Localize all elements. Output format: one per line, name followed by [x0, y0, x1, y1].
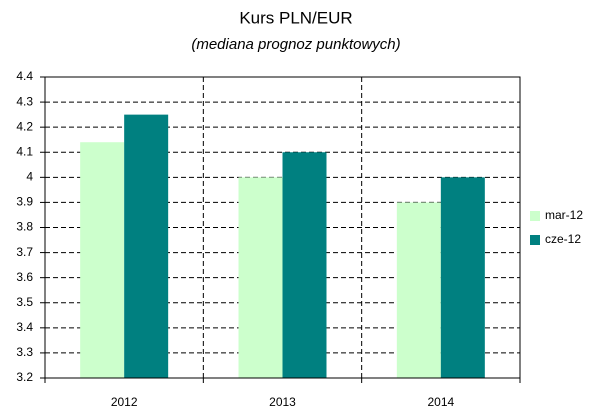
bar	[80, 142, 125, 378]
plot-border	[44, 76, 521, 379]
bar	[238, 177, 283, 378]
legend-label: mar-12	[545, 208, 583, 222]
y-tick-label: 3.7	[16, 245, 33, 259]
bar	[440, 177, 485, 378]
y-tick-label: 3.4	[16, 320, 33, 334]
y-tick-label: 4.3	[16, 94, 33, 108]
y-tick-label: 4.1	[16, 144, 33, 158]
y-tick-label: 4	[26, 170, 33, 184]
y-tick-label: 3.3	[16, 345, 33, 359]
x-tick-label: 2013	[269, 395, 296, 409]
chart-title: Kurs PLN/EUR	[239, 8, 352, 27]
y-tick-label: 4.2	[16, 119, 33, 133]
y-tick-label: 3.8	[16, 220, 33, 234]
y-tick-label: 3.2	[16, 370, 33, 384]
legend-swatch	[530, 211, 540, 221]
bar	[282, 152, 327, 378]
y-tick-label: 4.4	[16, 69, 33, 83]
x-tick-label: 2012	[111, 395, 138, 409]
legend-label: cze-12	[545, 232, 581, 246]
y-tick-label: 3.6	[16, 270, 33, 284]
bar	[396, 202, 441, 378]
chart-subtitle: (mediana prognoz punktowych)	[191, 36, 400, 53]
y-tick-label: 3.9	[16, 195, 33, 209]
y-tick-label: 3.5	[16, 295, 33, 309]
bar	[124, 114, 169, 378]
x-tick-label: 2014	[427, 395, 454, 409]
legend-swatch	[530, 235, 540, 245]
